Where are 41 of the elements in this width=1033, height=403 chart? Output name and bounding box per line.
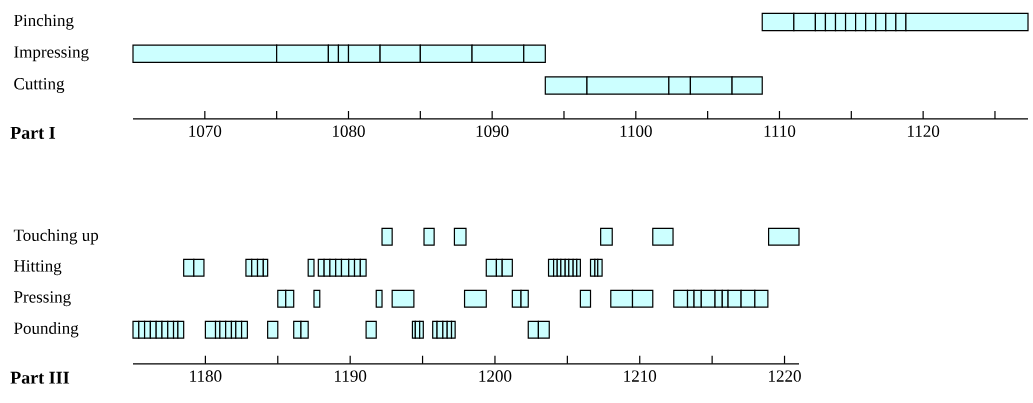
bar [579, 289, 592, 308]
y-tick-label: Pounding [14, 321, 79, 338]
bar [560, 258, 566, 277]
bar [423, 227, 435, 246]
x-tick-label: 1210 [624, 370, 657, 382]
x-tick-label: 1200 [479, 370, 512, 382]
bar [600, 227, 613, 246]
x-tick-label: 1220 [769, 370, 801, 382]
bar [673, 289, 689, 308]
x-tick-label: 1120 [907, 125, 940, 137]
y-tick-label: Pinching [14, 14, 74, 30]
bar [313, 289, 321, 308]
bar [652, 227, 674, 246]
y-tick-label: Touching up [13, 228, 99, 245]
x-tick-label: 1110 [764, 125, 796, 137]
bar [453, 227, 467, 246]
bar [307, 258, 315, 277]
bar [597, 258, 603, 277]
x-tick-label: 1190 [334, 370, 367, 382]
x-axis-title: Part III [10, 371, 70, 384]
x-tick-label: 1070 [189, 125, 222, 137]
bar [365, 320, 377, 339]
x-tick-label: 1100 [620, 125, 652, 137]
y-tick-label: Pressing [14, 291, 71, 307]
x-tick-label: 1090 [476, 125, 509, 137]
bar [267, 320, 279, 339]
bar [768, 227, 800, 246]
x-tick-label: 1180 [190, 370, 222, 382]
x-tick-label: 1080 [332, 125, 365, 137]
y-tick-label: Impressing [14, 46, 89, 62]
y-tick-label: Hitting [14, 260, 62, 276]
bar [177, 320, 185, 339]
bar [381, 227, 393, 246]
bar [391, 289, 415, 308]
bar [576, 258, 581, 277]
bar [375, 289, 383, 308]
bar [419, 320, 424, 339]
x-axis-title: Part I [10, 126, 56, 139]
y-tick-label: Cutting [14, 78, 65, 94]
bar [463, 289, 487, 308]
bar [450, 320, 456, 339]
